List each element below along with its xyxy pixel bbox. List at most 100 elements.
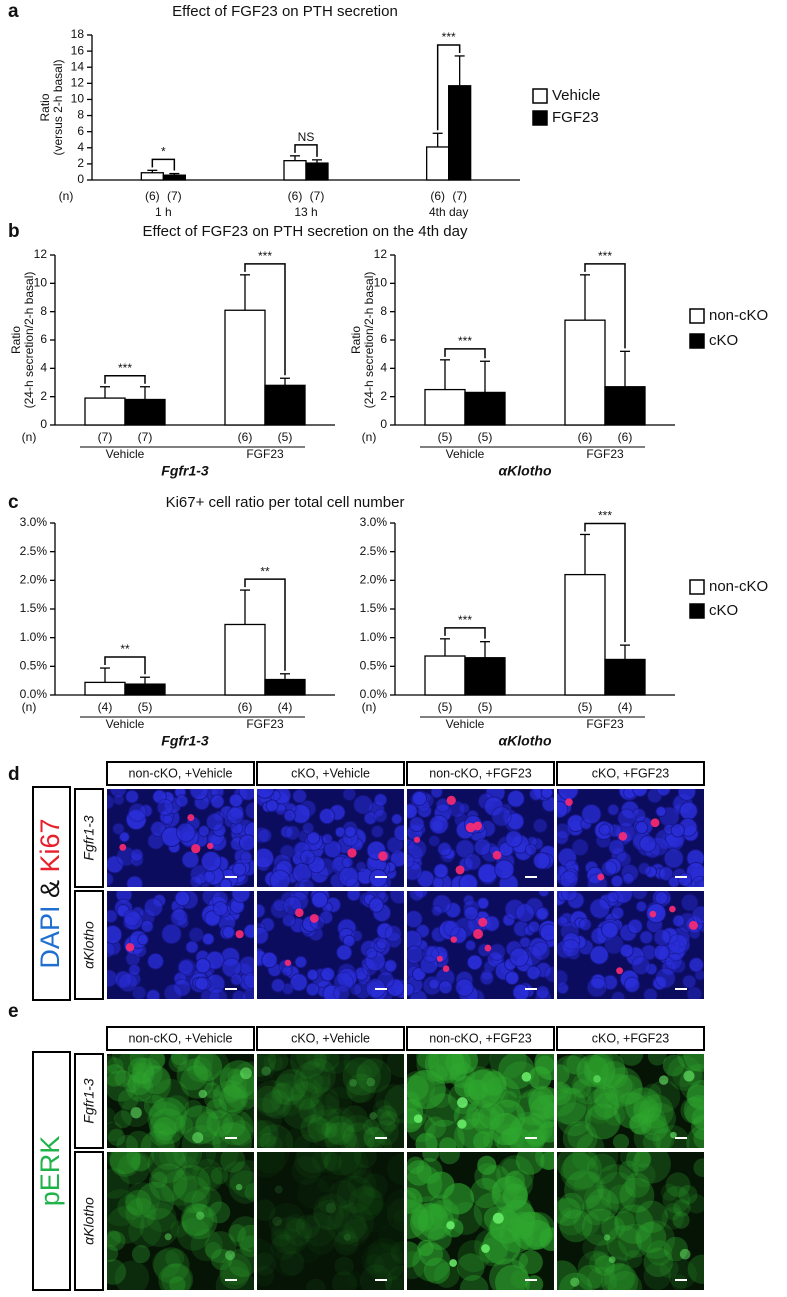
- cell-signal: [634, 1092, 662, 1120]
- significance-bracket: [444, 627, 486, 639]
- nucleus: [200, 851, 222, 872]
- cell-signal: [239, 1235, 254, 1258]
- n-count: (5): [478, 430, 493, 444]
- nucleus: [375, 937, 389, 950]
- cell-signal: [333, 1230, 359, 1256]
- y-tick-label: 10: [374, 276, 388, 290]
- nucleus: [409, 816, 425, 832]
- cell-signal: [272, 1073, 306, 1106]
- cell-signal: [324, 1122, 357, 1148]
- significance-label: ***: [458, 334, 472, 348]
- cell-signal: [164, 1152, 199, 1169]
- cell-signal: [511, 1211, 551, 1251]
- cell-signal: [613, 1074, 644, 1105]
- nucleus: [342, 789, 357, 802]
- nucleus: [544, 966, 554, 983]
- nucleus: [407, 853, 415, 869]
- cell-signal: [360, 1264, 393, 1290]
- cell-signal: [583, 1054, 616, 1086]
- cell-signal: [268, 1202, 306, 1240]
- cell-signal: [587, 1099, 612, 1124]
- cell-signal: [465, 1106, 485, 1126]
- bar: [224, 623, 266, 696]
- nucleus: [632, 789, 648, 797]
- cell-signal: [334, 1202, 375, 1243]
- nucleus: [653, 944, 670, 961]
- cell-signal: [363, 1119, 380, 1136]
- row-label: Fgfr1-3: [81, 815, 97, 860]
- cell-signal: [660, 1183, 678, 1201]
- cell-signal: [671, 1274, 688, 1290]
- y-tick-label: 4: [380, 361, 387, 375]
- bar: [464, 391, 506, 426]
- cell-signal: [639, 1094, 674, 1129]
- cell-signal: [427, 1064, 448, 1085]
- y-tick-label: 4: [77, 140, 84, 154]
- nucleus: [143, 897, 164, 917]
- cell-signal: [305, 1278, 326, 1290]
- nucleus: [257, 789, 275, 799]
- bar: [604, 386, 646, 426]
- cell-signal: [300, 1058, 336, 1095]
- ki67-cell: [455, 865, 465, 875]
- cell-signal: [148, 1163, 188, 1202]
- y-tick-label: 0: [40, 417, 47, 431]
- nucleus: [294, 955, 308, 969]
- cell-signal: [296, 1152, 331, 1174]
- cell-signal: [418, 1241, 444, 1267]
- cell-signal: [155, 1127, 181, 1148]
- cell-signal: [112, 1054, 149, 1073]
- cell-signal: [573, 1209, 600, 1237]
- y-tick-label: 2: [77, 156, 84, 170]
- panel-letter: b: [8, 221, 20, 242]
- nucleus: [117, 972, 138, 993]
- micrograph: [557, 1054, 704, 1148]
- x-axis-label: Fgfr1-3: [161, 733, 209, 749]
- ki67-cell: [669, 905, 676, 913]
- chart-title: Effect of FGF23 on PTH secretion on the …: [143, 223, 468, 240]
- nucleus: [322, 984, 341, 999]
- nucleus: [598, 823, 611, 836]
- nucleus: [238, 789, 254, 801]
- cell-signal: [416, 1054, 452, 1082]
- nucleus: [589, 945, 609, 965]
- cell-signal: [386, 1188, 404, 1223]
- y-tick-label: 12: [374, 247, 388, 261]
- legend-swatch: [532, 88, 548, 104]
- micrograph: [107, 1152, 254, 1290]
- nucleus: [230, 973, 243, 986]
- nucleus: [177, 959, 195, 976]
- y-tick-label: 1.0%: [360, 630, 388, 644]
- nucleus: [463, 905, 479, 921]
- cell-signal: [227, 1068, 245, 1086]
- ki67-cell: [597, 873, 605, 881]
- cell-signal: [293, 1134, 319, 1148]
- cell-signal: [415, 1132, 438, 1148]
- bright-spot: [225, 1250, 236, 1261]
- nucleus: [611, 991, 626, 999]
- cell-signal: [198, 1166, 223, 1191]
- ki67-cell: [465, 822, 476, 833]
- column-header: non-cKO, +Vehicle: [129, 1031, 233, 1045]
- cell-signal: [125, 1189, 152, 1216]
- n-count: (4): [98, 700, 113, 714]
- cell-signal: [509, 1111, 549, 1148]
- nucleus: [631, 956, 651, 976]
- side-label: pERK: [35, 1136, 65, 1207]
- cell-signal: [153, 1117, 177, 1141]
- nucleus: [637, 862, 651, 876]
- n-count: (6): [578, 430, 593, 444]
- chart-title: Effect of FGF23 on PTH secretion: [172, 3, 398, 20]
- bar: [426, 146, 450, 181]
- cell-signal: [638, 1099, 662, 1123]
- cell-signal: [285, 1127, 311, 1148]
- significance-label: **: [260, 564, 270, 578]
- x-tick-label: 13 h: [294, 205, 317, 219]
- nucleus: [557, 830, 569, 845]
- nucleus: [368, 868, 388, 887]
- nucleus: [635, 820, 649, 835]
- cell-signal: [297, 1176, 330, 1209]
- nucleus: [112, 793, 125, 806]
- significance-bracket: [104, 656, 146, 675]
- cell-signal: [327, 1059, 367, 1099]
